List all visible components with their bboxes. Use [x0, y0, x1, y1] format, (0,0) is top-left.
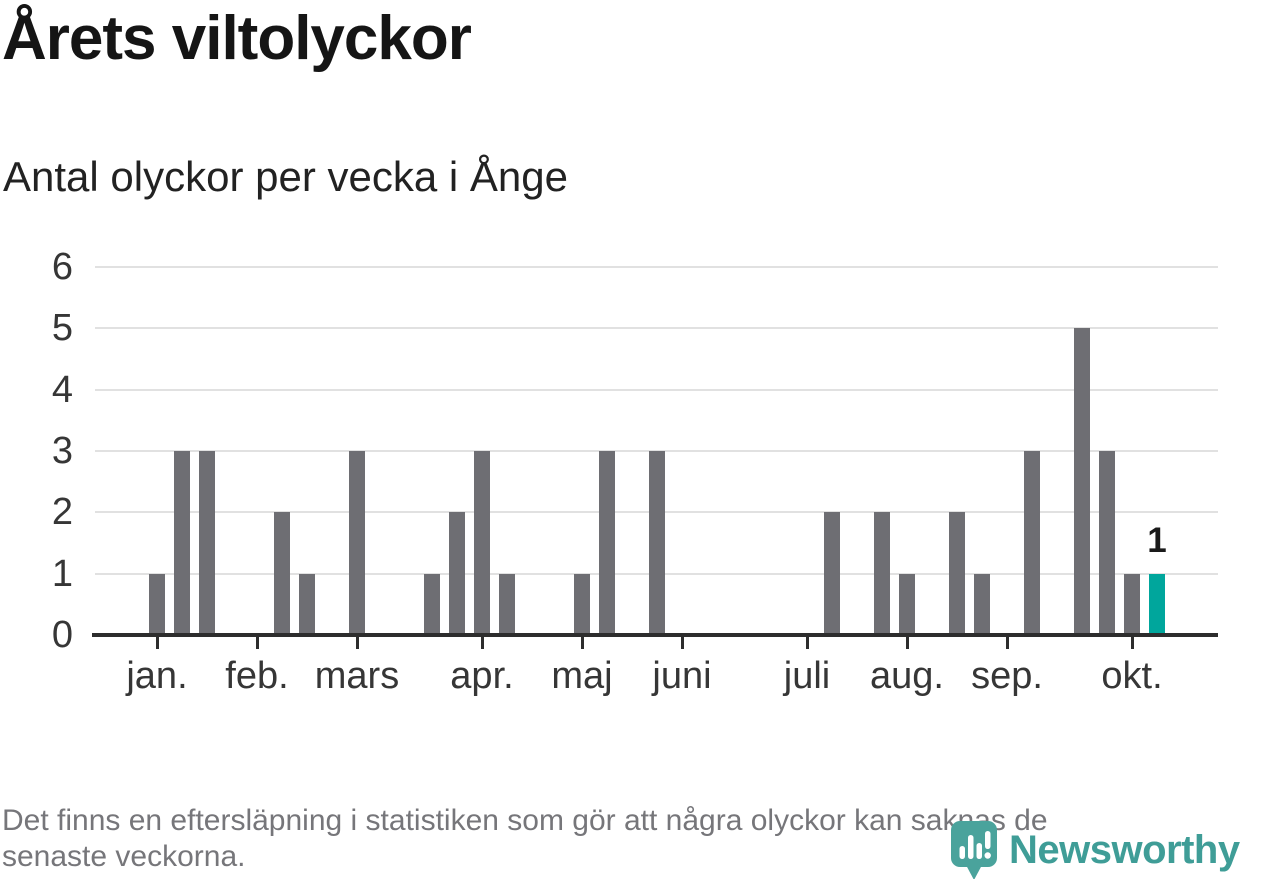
x-tick-maj [580, 637, 584, 649]
x-axis-line [92, 633, 1218, 637]
bar-week-12 [424, 573, 440, 633]
x-tick-mars [355, 637, 359, 649]
bar-week-21 [649, 451, 665, 633]
y-axis-label-0: 0 [51, 614, 73, 656]
gridline-4 [95, 388, 1218, 391]
footnote: Det finns en eftersläpning i statistiken… [2, 803, 1048, 875]
x-axis-label-maj: maj [551, 655, 613, 697]
bar-week-19 [599, 451, 615, 633]
y-axis-label-5: 5 [51, 307, 73, 350]
footnote-line-2: senaste veckorna. [2, 840, 246, 873]
x-axis-label-mars: mars [314, 655, 400, 697]
newsworthy-pin-bar-chart-icon [951, 821, 997, 879]
x-tick-feb [255, 637, 259, 649]
chart-title: Årets viltolyckor [2, 4, 472, 73]
gridline-6 [95, 266, 1218, 269]
bar-week-15 [499, 573, 515, 633]
bar-week-6 [274, 512, 290, 633]
x-axis-label-aug: aug. [870, 655, 944, 697]
bar-week-36 [1024, 451, 1040, 633]
x-axis-label-jan: jan. [126, 655, 188, 697]
highlight-value-label: 1 [1147, 520, 1167, 560]
bar-week-9 [349, 451, 365, 633]
newsworthy-logo: Newsworthy [950, 821, 1240, 879]
bar-week-14 [474, 451, 490, 633]
footnote-line-1: Det finns en eftersläpning i statistiken… [2, 804, 1048, 837]
bar-week-3 [199, 451, 215, 633]
x-tick-apr [480, 637, 484, 649]
gridline-5 [95, 327, 1218, 330]
bar-week-2 [174, 451, 190, 633]
x-axis-label-apr: apr. [450, 655, 514, 697]
y-axis-label-4: 4 [51, 368, 73, 411]
newsworthy-wordmark: Newsworthy [1009, 828, 1240, 872]
bar-week-1 [149, 573, 165, 633]
x-axis-label-juli: juli [783, 655, 831, 697]
bar-week-39 [1099, 451, 1115, 633]
y-axis-label-1: 1 [51, 552, 73, 595]
y-axis-label-6: 6 [51, 246, 73, 289]
x-tick-juli [805, 637, 809, 649]
bar-week-13 [449, 512, 465, 633]
bar-week-41-highlighted [1149, 573, 1165, 633]
bar-week-30 [874, 512, 890, 633]
bar-week-38 [1074, 328, 1090, 633]
x-axis-label-okt: okt. [1101, 655, 1163, 697]
x-tick-sep [1005, 637, 1009, 649]
x-axis-label-juni: juni [652, 655, 712, 697]
x-tick-jan [155, 637, 159, 649]
bar-week-18 [574, 573, 590, 633]
bar-week-34 [974, 573, 990, 633]
bar-week-31 [899, 573, 915, 633]
bar-week-28 [824, 512, 840, 633]
x-axis-label-sep: sep. [971, 655, 1043, 697]
x-tick-aug [905, 637, 909, 649]
y-axis-label-3: 3 [51, 430, 73, 472]
x-tick-okt [1130, 637, 1134, 649]
chart-subtitle: Antal olyckor per vecka i Ånge [3, 153, 568, 200]
x-axis-label-feb: feb. [225, 655, 289, 697]
x-tick-juni [680, 637, 684, 649]
bar-week-40 [1124, 573, 1140, 633]
y-axis-label-2: 2 [51, 491, 73, 534]
bar-week-33 [949, 512, 965, 633]
bar-week-7 [299, 573, 315, 633]
